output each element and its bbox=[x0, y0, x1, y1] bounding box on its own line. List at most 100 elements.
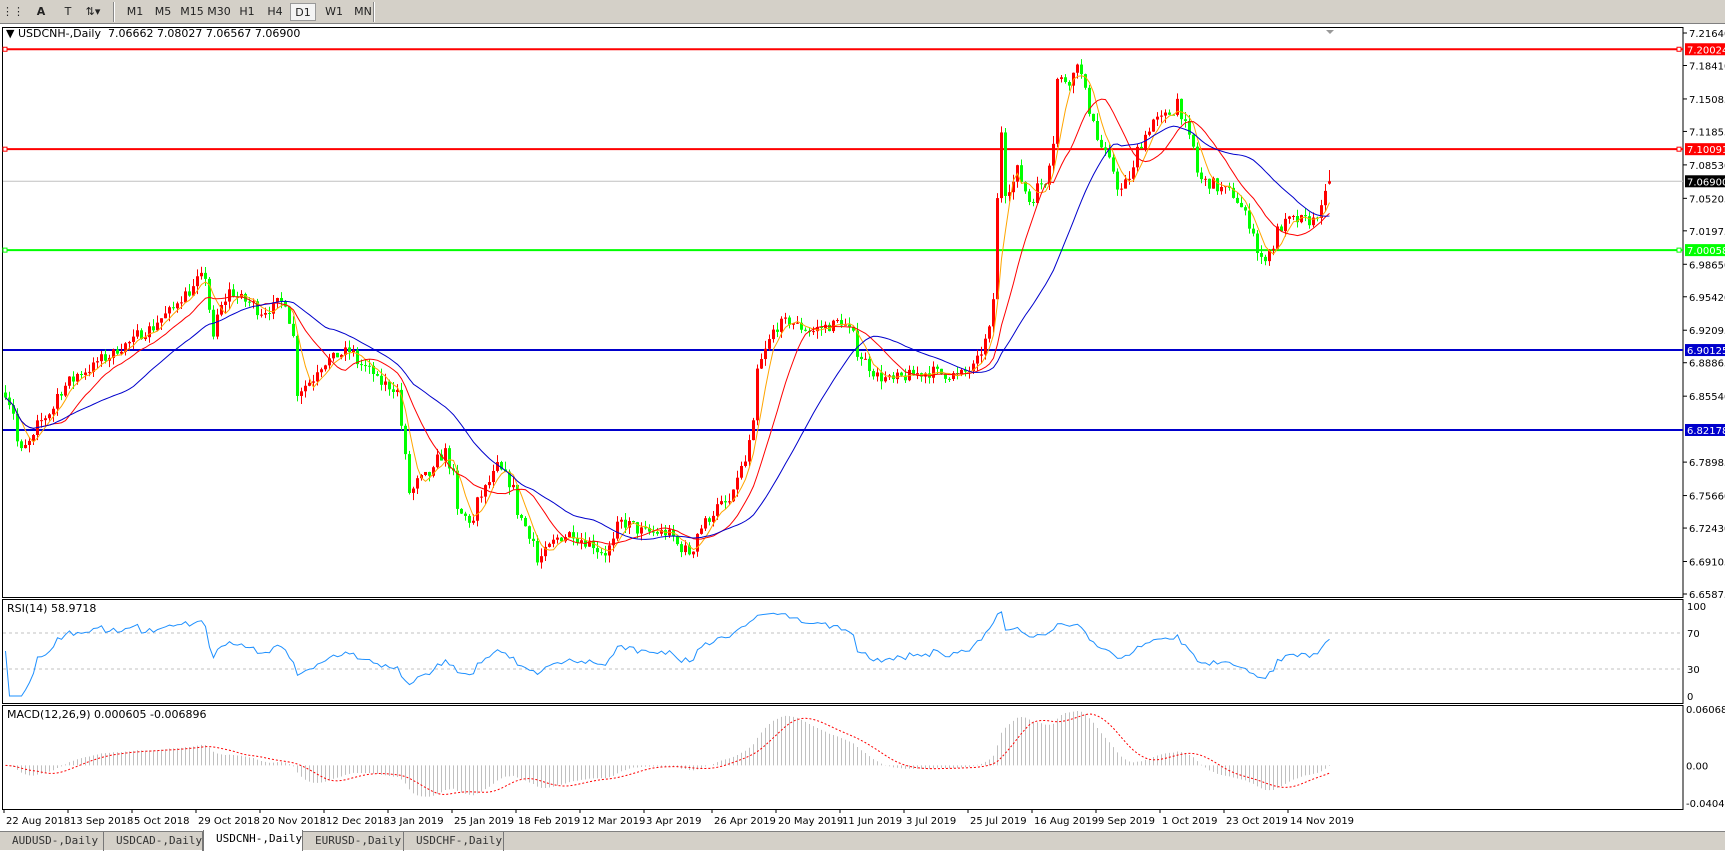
candle-body bbox=[972, 363, 975, 372]
text-label-icon[interactable]: T bbox=[64, 5, 72, 18]
candle bbox=[1112, 153, 1115, 174]
candle-body bbox=[440, 454, 443, 461]
candle-body bbox=[976, 355, 979, 364]
candle-body bbox=[40, 420, 43, 422]
candle-body bbox=[756, 368, 759, 421]
candle-body bbox=[168, 307, 171, 314]
candle bbox=[528, 525, 531, 544]
timeframe-m30[interactable]: M30 bbox=[207, 5, 231, 18]
candle-body bbox=[460, 508, 463, 514]
candle bbox=[4, 385, 7, 400]
candle bbox=[44, 415, 47, 427]
candle bbox=[1068, 80, 1071, 91]
candle bbox=[1176, 93, 1179, 117]
candle-body bbox=[120, 351, 123, 354]
candle-body bbox=[272, 302, 275, 314]
candle bbox=[736, 470, 739, 497]
candle bbox=[552, 534, 555, 548]
timeframe-h1[interactable]: H1 bbox=[239, 5, 255, 18]
candle bbox=[1008, 184, 1011, 202]
candle bbox=[92, 357, 95, 378]
timeframe-m5[interactable]: M5 bbox=[154, 5, 172, 18]
price-tick-label: 6.95420 bbox=[1689, 293, 1725, 304]
candle bbox=[640, 522, 643, 541]
candle-body bbox=[1060, 77, 1063, 79]
candle-body bbox=[484, 485, 487, 497]
tab-usdchf[interactable]: USDCHF-,Daily bbox=[404, 832, 504, 851]
text-icon[interactable]: A bbox=[36, 5, 46, 18]
candle-body bbox=[180, 302, 183, 304]
candle-body bbox=[684, 545, 687, 553]
level-handle bbox=[2, 46, 8, 52]
price-tick-label: 7.05205 bbox=[1689, 194, 1725, 205]
candle bbox=[772, 325, 775, 343]
candle-body bbox=[456, 470, 459, 509]
timeframe-mn[interactable]: MN bbox=[354, 5, 372, 18]
candle bbox=[1040, 178, 1043, 190]
level-price-tag bbox=[1685, 244, 1725, 257]
tab-usdcad[interactable]: USDCAD-,Daily bbox=[104, 832, 203, 851]
candle-body bbox=[268, 312, 271, 314]
chart-area[interactable]: 7.20024 7.10091 7.06900 7.00058 6.90125 6.821… bbox=[0, 24, 1725, 831]
candle-body bbox=[128, 341, 131, 344]
candle-body bbox=[1144, 134, 1147, 149]
candle bbox=[164, 306, 167, 319]
tab-audusd[interactable]: AUDUSD-,Daily bbox=[0, 832, 104, 851]
candle-body bbox=[464, 513, 467, 516]
timeframe-d1[interactable]: D1 bbox=[290, 3, 316, 21]
candle bbox=[500, 460, 503, 471]
candle bbox=[416, 475, 419, 495]
candle bbox=[20, 439, 23, 452]
candle-body bbox=[288, 306, 291, 324]
candle-body bbox=[652, 531, 655, 533]
candle-body bbox=[424, 471, 427, 476]
candle bbox=[1260, 245, 1263, 264]
candle-body bbox=[820, 326, 823, 328]
candle-body bbox=[604, 553, 607, 556]
candle-body bbox=[616, 521, 619, 539]
price-tick-label: 6.92095 bbox=[1689, 326, 1725, 337]
level-price-tag bbox=[1685, 175, 1725, 188]
candle-body bbox=[1192, 134, 1195, 147]
price-tick-label: 6.65875 bbox=[1689, 590, 1725, 601]
timeframe-h4[interactable]: H4 bbox=[267, 5, 283, 18]
candle-body bbox=[304, 385, 307, 392]
candle-body bbox=[432, 467, 435, 476]
candle bbox=[388, 379, 391, 396]
candle-body bbox=[856, 330, 859, 357]
candle-body bbox=[680, 544, 683, 553]
timeframe-m15[interactable]: M15 bbox=[180, 5, 204, 18]
candle-body bbox=[1008, 192, 1011, 196]
arrows-icon[interactable]: ⇅▾ bbox=[85, 5, 101, 18]
timeframe-m1[interactable]: M1 bbox=[126, 5, 144, 18]
candle bbox=[816, 319, 819, 339]
candle-body bbox=[776, 329, 779, 332]
candle-body bbox=[1128, 178, 1131, 180]
time-tick-label: 20 May 2019 bbox=[778, 816, 843, 827]
candle bbox=[292, 316, 295, 338]
candle-body bbox=[516, 484, 519, 515]
candle bbox=[1060, 74, 1063, 83]
candle-body bbox=[12, 405, 15, 414]
tab-usdcnh[interactable]: USDCNH-,Daily bbox=[203, 830, 303, 851]
candle bbox=[348, 340, 351, 360]
timeframe-w1[interactable]: W1 bbox=[325, 5, 343, 18]
level-handle bbox=[2, 247, 8, 253]
candle-body bbox=[276, 297, 279, 303]
candle bbox=[52, 406, 55, 422]
period-separator-icon[interactable]: ⋮⋮ bbox=[2, 5, 24, 18]
candle bbox=[1256, 230, 1259, 261]
candle-body bbox=[400, 389, 403, 426]
candle-body bbox=[848, 324, 851, 328]
level-price-label: 7.10091 bbox=[1687, 145, 1725, 156]
time-tick-label: 25 Jul 2019 bbox=[970, 816, 1027, 827]
candle-body bbox=[844, 324, 847, 326]
candle-body bbox=[160, 318, 163, 323]
dropdown-triangle-icon[interactable]: ▼ bbox=[6, 27, 15, 40]
candle-body bbox=[632, 521, 635, 523]
candle bbox=[744, 455, 747, 468]
candle bbox=[1292, 214, 1295, 221]
tab-eurusd[interactable]: EURUSD-,Daily bbox=[303, 832, 404, 851]
candle bbox=[208, 277, 211, 314]
candle-body bbox=[996, 198, 999, 300]
